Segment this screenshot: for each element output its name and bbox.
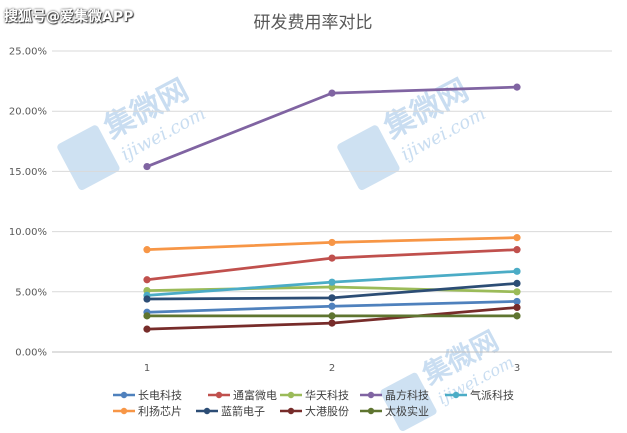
legend-item: 利扬芯片 [113, 404, 182, 418]
legend-swatch-marker [203, 407, 211, 415]
data-point [143, 312, 151, 320]
data-point [513, 83, 521, 91]
data-point [513, 303, 521, 312]
series-太极实业 [143, 312, 521, 320]
y-tick-label: 15.00% [9, 167, 47, 178]
data-point [513, 312, 521, 320]
data-point [328, 254, 336, 262]
x-tick-label: 2 [329, 363, 335, 374]
data-point [143, 295, 151, 303]
legend-item: 大港股份 [280, 404, 349, 418]
y-tick-label: 5.00% [15, 287, 47, 298]
series-通富微电 [143, 246, 521, 284]
series-利扬芯片 [143, 234, 521, 254]
legend-swatch-marker [452, 391, 460, 399]
data-point [513, 234, 521, 242]
data-point [143, 246, 151, 254]
stamp-logo-box [337, 125, 400, 190]
legend-label: 蓝箭电子 [221, 404, 265, 418]
y-tick-label: 20.00% [9, 107, 47, 118]
legend-swatch-marker [287, 391, 295, 399]
data-point [513, 297, 521, 306]
watermark: 搜狐号@爱集微APP [4, 9, 134, 25]
data-point [328, 89, 336, 97]
legend-label: 晶方科技 [385, 388, 429, 402]
stamp-logo-box [380, 372, 437, 431]
data-point [328, 278, 336, 286]
legend-item: 太极实业 [360, 404, 429, 418]
data-point [513, 267, 521, 275]
data-point [328, 294, 336, 302]
y-tick-label: 10.00% [9, 227, 47, 238]
legend-item: 长电科技 [113, 388, 182, 402]
data-point [513, 279, 521, 287]
x-tick-label: 1 [144, 363, 150, 374]
data-point [328, 302, 336, 310]
data-point [328, 319, 336, 327]
legend-label: 通富微电 [233, 388, 277, 402]
data-point [328, 238, 336, 247]
series-layer [143, 83, 521, 333]
data-point [513, 246, 521, 254]
x-tick-label: 3 [514, 363, 520, 374]
y-tick-label: 25.00% [9, 47, 47, 58]
series-气派科技 [143, 267, 521, 300]
data-point [328, 312, 336, 320]
legend-label: 大港股份 [305, 404, 349, 418]
legend-label: 气派科技 [470, 388, 514, 402]
legend-swatch-marker [287, 407, 295, 415]
legend-item: 蓝箭电子 [196, 404, 265, 418]
legend-item: 晶方科技 [360, 388, 429, 402]
y-tick-label: 0.00% [15, 348, 47, 359]
data-point [143, 325, 151, 333]
series-大港股份 [143, 303, 521, 333]
legend-label: 华天科技 [305, 388, 349, 402]
legend-swatch-marker [120, 391, 128, 399]
data-point [143, 162, 151, 171]
legend-swatch-marker [120, 407, 128, 415]
data-point [513, 288, 521, 296]
series-长电科技 [143, 297, 521, 316]
series-蓝箭电子 [143, 279, 521, 303]
legend-label: 太极实业 [385, 404, 429, 418]
stamp-logo-box [57, 125, 120, 190]
legend-item: 华天科技 [280, 388, 349, 402]
legend-swatch-marker [215, 391, 223, 399]
legend-item: 气派科技 [445, 388, 514, 402]
legend-label: 长电科技 [138, 388, 182, 402]
chart-title: 研发费用率对比 [254, 13, 373, 33]
legend-label: 利扬芯片 [138, 404, 182, 418]
data-point [143, 276, 151, 284]
series-晶方科技 [143, 83, 521, 171]
legend-item: 通富微电 [208, 388, 277, 402]
legend-swatch-marker [367, 407, 375, 415]
legend-swatch-marker [367, 391, 375, 399]
